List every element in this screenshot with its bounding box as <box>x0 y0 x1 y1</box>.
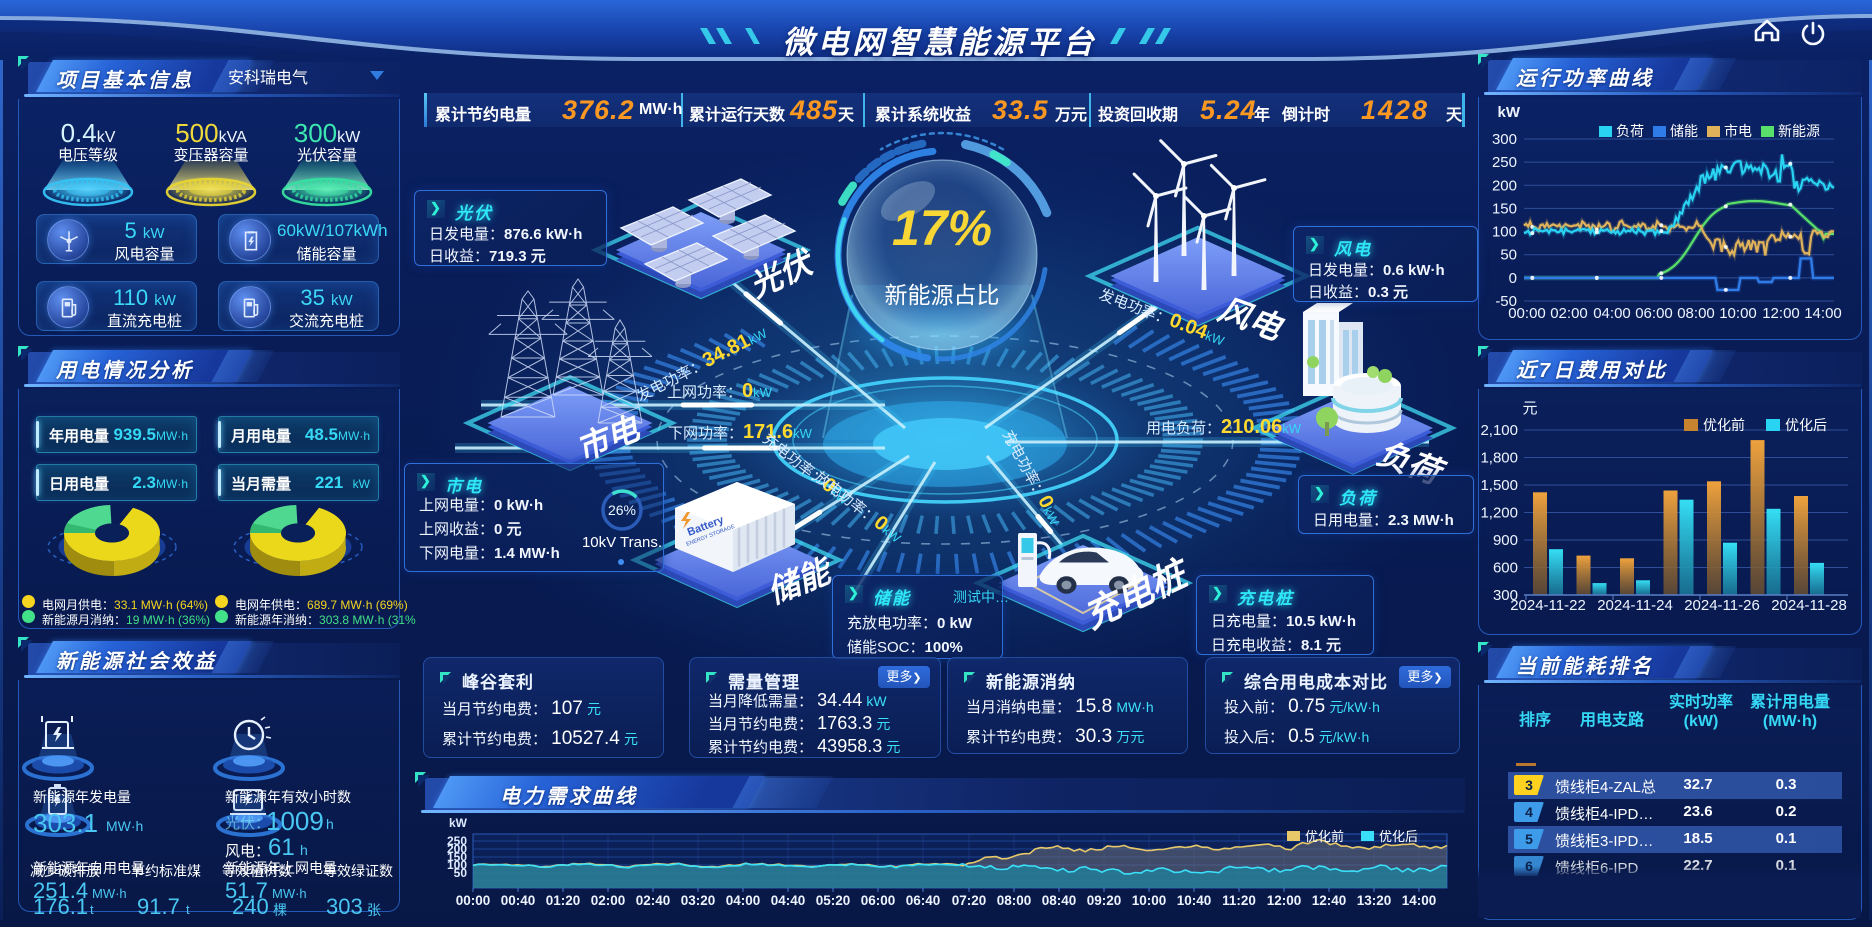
svg-text:下网功率：171.6kW: 下网功率：171.6kW <box>668 421 813 443</box>
svg-text:优化前: 优化前 <box>1703 417 1745 433</box>
svg-text:200: 200 <box>447 842 467 856</box>
svg-text:06:00: 06:00 <box>1635 305 1673 322</box>
svg-text:00:40: 00:40 <box>501 893 536 908</box>
svg-text:0: 0 <box>1509 270 1517 287</box>
svg-text:优化后: 优化后 <box>1785 417 1827 433</box>
svg-text:11:20: 11:20 <box>1222 893 1256 908</box>
svg-text:新能源: 新能源 <box>1778 123 1820 139</box>
svg-text:08:40: 08:40 <box>1042 893 1077 908</box>
svg-text:100: 100 <box>1492 224 1517 241</box>
svg-text:10:00: 10:00 <box>1719 305 1757 322</box>
svg-text:1,500: 1,500 <box>1480 477 1518 494</box>
svg-text:1,200: 1,200 <box>1480 505 1518 522</box>
svg-text:2024-11-28: 2024-11-28 <box>1771 597 1847 614</box>
svg-text:kW: kW <box>1498 104 1521 121</box>
svg-text:06:00: 06:00 <box>861 893 896 908</box>
svg-text:10:40: 10:40 <box>1177 893 1212 908</box>
svg-text:300: 300 <box>1492 131 1517 148</box>
svg-text:12:00: 12:00 <box>1762 305 1800 322</box>
svg-text:优化后: 优化后 <box>1379 829 1418 844</box>
svg-text:元: 元 <box>1522 400 1537 417</box>
svg-text:12:40: 12:40 <box>1312 893 1347 908</box>
svg-text:08:00: 08:00 <box>1677 305 1715 322</box>
svg-text:01:20: 01:20 <box>546 893 581 908</box>
svg-text:10kV Trans.: 10kV Trans. <box>582 534 662 551</box>
svg-text:2,100: 2,100 <box>1480 422 1518 439</box>
svg-text:12:00: 12:00 <box>1267 893 1302 908</box>
svg-text:新能源占比: 新能源占比 <box>885 282 1000 308</box>
svg-text:26%: 26% <box>608 502 636 518</box>
svg-text:14:00: 14:00 <box>1804 305 1842 322</box>
svg-text:150: 150 <box>1492 200 1517 217</box>
svg-text:10:00: 10:00 <box>1132 893 1167 908</box>
svg-text:14:00: 14:00 <box>1402 893 1437 908</box>
svg-text:200: 200 <box>1492 177 1517 194</box>
svg-text:2024-11-22: 2024-11-22 <box>1510 597 1586 614</box>
svg-text:50: 50 <box>1500 247 1517 264</box>
svg-text:04:40: 04:40 <box>771 893 806 908</box>
svg-text:09:20: 09:20 <box>1087 893 1122 908</box>
svg-text:用电负荷：210.06kW: 用电负荷：210.06kW <box>1146 416 1302 438</box>
svg-text:900: 900 <box>1493 532 1518 549</box>
svg-text:08:00: 08:00 <box>997 893 1032 908</box>
svg-text:250: 250 <box>447 834 467 848</box>
svg-text:02:00: 02:00 <box>591 893 626 908</box>
svg-text:600: 600 <box>1493 560 1518 577</box>
svg-text:02:40: 02:40 <box>636 893 671 908</box>
svg-text:02:00: 02:00 <box>1550 305 1588 322</box>
svg-text:kW: kW <box>449 816 468 830</box>
svg-text:50: 50 <box>454 866 468 880</box>
svg-text:2024-11-24: 2024-11-24 <box>1597 597 1673 614</box>
svg-text:上网功率：0kW: 上网功率：0kW <box>667 380 773 402</box>
svg-text:04:00: 04:00 <box>726 893 761 908</box>
svg-text:2024-11-26: 2024-11-26 <box>1684 597 1760 614</box>
svg-text:1,800: 1,800 <box>1480 450 1518 467</box>
svg-text:13:20: 13:20 <box>1357 893 1392 908</box>
svg-text:负荷: 负荷 <box>1616 123 1644 139</box>
svg-text:07:20: 07:20 <box>952 893 987 908</box>
svg-text:250: 250 <box>1492 154 1517 171</box>
svg-text:17%: 17% <box>892 200 992 256</box>
svg-text:06:40: 06:40 <box>906 893 941 908</box>
svg-text:00:00: 00:00 <box>1508 305 1546 322</box>
svg-text:03:20: 03:20 <box>681 893 716 908</box>
svg-text:市电: 市电 <box>1724 123 1752 139</box>
svg-text:00:00: 00:00 <box>456 893 491 908</box>
svg-text:100: 100 <box>447 858 467 872</box>
svg-text:优化前: 优化前 <box>1305 829 1344 844</box>
svg-text:04:00: 04:00 <box>1593 305 1631 322</box>
svg-text:储能: 储能 <box>1670 123 1698 139</box>
svg-text:300: 300 <box>1493 587 1518 604</box>
svg-text:-50: -50 <box>1495 293 1517 310</box>
svg-text:150: 150 <box>447 850 467 864</box>
svg-text:05:20: 05:20 <box>816 893 851 908</box>
